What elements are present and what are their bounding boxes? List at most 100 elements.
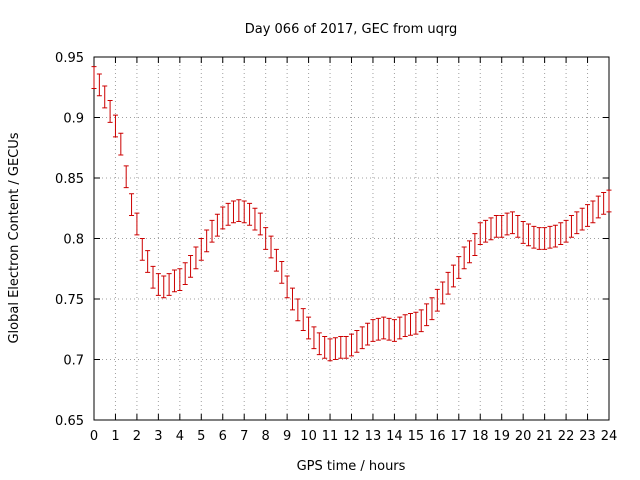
y-tick-label: 0.8	[63, 233, 84, 248]
data-point	[504, 212, 510, 236]
data-point	[332, 337, 338, 360]
data-point	[424, 303, 430, 327]
data-point	[311, 326, 317, 350]
x-tick-label: 14	[386, 429, 403, 444]
data-point	[434, 288, 440, 312]
data-point	[568, 215, 574, 238]
data-point	[289, 287, 295, 311]
data-point	[467, 240, 473, 264]
y-tick-label: 0.75	[55, 293, 84, 308]
x-tick-label: 4	[176, 429, 184, 444]
data-point	[440, 281, 446, 305]
data-point	[397, 316, 403, 340]
x-tick-label: 1	[111, 429, 119, 444]
data-point	[563, 219, 569, 243]
data-point	[343, 336, 349, 359]
data-point	[375, 317, 381, 341]
data-point	[257, 212, 263, 236]
data-point	[370, 319, 376, 342]
data-point	[493, 215, 499, 238]
data-point	[107, 100, 113, 123]
data-point	[445, 271, 451, 295]
chart-title: Day 066 of 2017, GEC from uqrg	[245, 22, 458, 37]
data-point	[306, 316, 312, 340]
data-point	[386, 317, 392, 341]
data-point	[150, 265, 156, 289]
grid-lines	[94, 57, 609, 420]
data-point	[236, 199, 242, 223]
data-point	[542, 227, 548, 250]
data-point	[429, 297, 435, 321]
data-point	[177, 268, 183, 292]
data-point	[515, 215, 521, 238]
data-point	[579, 207, 585, 231]
x-tick-label: 10	[300, 429, 317, 444]
data-point	[102, 85, 108, 109]
data-point	[413, 311, 419, 335]
data-point	[129, 193, 135, 217]
data-point	[354, 329, 360, 353]
tick-labels: 0 1 2 3 4 5 6 7 8 9 10 11 12 13 14 15 16 17 18 19 20 21 22 23 24…	[55, 51, 617, 444]
data-point	[509, 211, 515, 235]
data-point	[155, 273, 161, 296]
x-tick-label: 7	[240, 429, 248, 444]
y-tick-label: 0.7	[63, 354, 84, 369]
data-point	[112, 114, 118, 138]
data-point	[552, 224, 558, 248]
y-tick-label: 0.65	[55, 414, 84, 429]
axis-ticks	[93, 56, 610, 421]
data-point	[204, 229, 210, 253]
data-point	[134, 212, 140, 236]
x-tick-label: 16	[429, 429, 446, 444]
x-tick-label: 21	[536, 429, 553, 444]
data-point	[359, 326, 365, 350]
data-point	[488, 217, 494, 241]
data-point	[295, 298, 301, 322]
data-point	[531, 225, 537, 249]
data-point	[520, 221, 526, 244]
data-point	[322, 336, 328, 359]
x-tick-label: 9	[283, 429, 291, 444]
y-tick-label: 0.95	[55, 51, 84, 66]
data-point	[252, 207, 258, 231]
data-point	[284, 275, 290, 299]
data-point	[338, 336, 344, 359]
series-gec	[91, 66, 612, 362]
data-point	[450, 264, 456, 288]
data-point	[402, 314, 408, 338]
x-tick-label: 11	[322, 429, 339, 444]
data-point	[526, 223, 532, 247]
x-axis-label: GPS time / hours	[297, 459, 406, 474]
data-point	[483, 219, 489, 243]
data-point	[225, 202, 231, 226]
data-point	[365, 322, 371, 346]
x-tick-label: 6	[219, 429, 227, 444]
x-tick-label: 20	[515, 429, 532, 444]
data-point	[391, 319, 397, 342]
data-point	[247, 202, 253, 226]
x-tick-label: 0	[90, 429, 98, 444]
data-point	[558, 222, 564, 246]
data-point	[91, 66, 97, 89]
x-tick-label: 2	[133, 429, 141, 444]
data-point	[188, 254, 194, 278]
data-point	[198, 238, 204, 261]
data-point	[547, 225, 553, 249]
data-point	[590, 200, 596, 224]
data-point	[601, 192, 607, 215]
data-point	[166, 273, 172, 296]
data-point	[574, 211, 580, 235]
data-point	[381, 316, 387, 340]
data-point	[273, 248, 279, 272]
y-tick-label: 0.9	[63, 112, 84, 127]
data-point	[472, 233, 478, 256]
y-tick-label: 0.85	[55, 172, 84, 187]
data-point	[139, 238, 145, 261]
data-point	[461, 246, 467, 270]
data-point	[606, 189, 612, 213]
x-tick-label: 12	[343, 429, 360, 444]
data-point	[171, 269, 177, 293]
data-point	[279, 260, 285, 284]
data-point	[418, 309, 424, 333]
x-tick-label: 8	[262, 429, 270, 444]
